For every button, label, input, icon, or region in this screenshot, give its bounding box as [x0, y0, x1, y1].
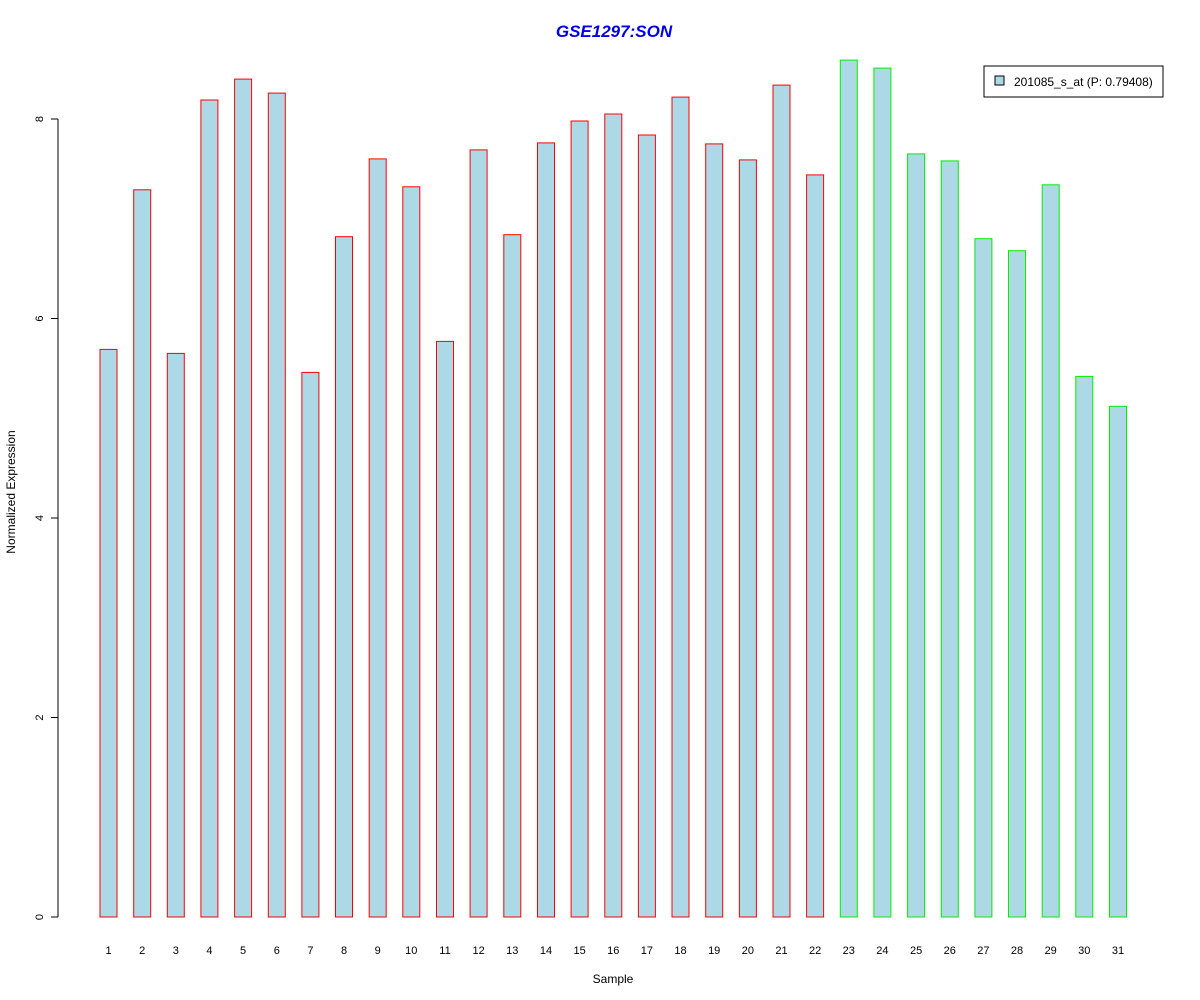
y-axis-label: Normalized Expression: [4, 430, 18, 553]
x-tick-label: 4: [206, 945, 212, 957]
legend-swatch: [994, 75, 1005, 86]
x-tick-label: 24: [876, 945, 888, 957]
bar-sample-11: [436, 340, 454, 918]
legend: 201085_s_at (P: 0.79408): [983, 65, 1164, 98]
y-tick-label: 0: [34, 914, 46, 920]
x-tick-label: 25: [910, 945, 922, 957]
x-tick-label: 5: [240, 945, 246, 957]
bar-sample-23: [839, 59, 858, 918]
x-tick-label: 17: [641, 945, 653, 957]
legend-label: 201085_s_at (P: 0.79408): [1014, 75, 1153, 89]
x-tick-label: 10: [405, 945, 417, 957]
bar-sample-25: [907, 153, 926, 918]
bar-sample-29: [1041, 184, 1060, 918]
bar-sample-1: [99, 348, 118, 918]
x-tick-labels: 1 2 3 4 5 6 7 8 9 10 11 12 13 14 15 16 17 18 19 20 21 22 23 24 2…: [105, 945, 1124, 957]
x-tick-label: 30: [1078, 945, 1090, 957]
x-tick-label: 2: [139, 945, 145, 957]
bar-sample-9: [368, 158, 387, 918]
bar-sample-5: [234, 78, 253, 918]
bar-sample-15: [570, 120, 589, 918]
chart-title: GSE1297:SON: [556, 22, 673, 41]
x-axis-label: Sample: [593, 972, 634, 986]
x-tick-label: 19: [708, 945, 720, 957]
bars: [99, 59, 1127, 918]
legend-box: [983, 65, 1164, 98]
bar-sample-19: [705, 143, 724, 918]
bar-sample-31: [1109, 405, 1127, 918]
x-tick-label: 23: [843, 945, 855, 957]
x-tick-label: 16: [607, 945, 619, 957]
bar-sample-3: [166, 352, 185, 918]
x-tick-label: 7: [307, 945, 313, 957]
y-tick-label: 4: [34, 515, 46, 521]
bar-sample-12: [469, 149, 488, 918]
x-tick-label: 20: [742, 945, 754, 957]
bar-sample-14: [537, 142, 555, 918]
x-tick-label: 1: [105, 945, 111, 957]
x-tick-label: 8: [341, 945, 347, 957]
x-tick-label: 6: [274, 945, 280, 957]
bar-sample-20: [738, 159, 757, 918]
x-tick-label: 26: [944, 945, 956, 957]
bar-sample-16: [604, 113, 623, 918]
x-tick-label: 14: [540, 945, 552, 957]
bar-sample-18: [671, 96, 690, 918]
x-tick-label: 11: [439, 945, 450, 957]
bar-sample-22: [806, 174, 825, 918]
x-tick-label: 12: [472, 945, 484, 957]
x-tick-label: 3: [173, 945, 179, 957]
bar-sample-8: [335, 236, 353, 918]
x-tick-label: 15: [573, 945, 585, 957]
x-tick-label: 31: [1112, 945, 1124, 957]
x-tick-label: 9: [375, 945, 381, 957]
bar-sample-17: [637, 134, 656, 918]
bar-sample-4: [200, 99, 219, 918]
bar-sample-6: [267, 92, 286, 918]
bar-sample-10: [402, 186, 421, 918]
bar-sample-28: [1008, 250, 1026, 918]
y-tick-label: 8: [34, 116, 46, 122]
bar-sample-24: [873, 67, 892, 918]
bar-sample-26: [940, 160, 959, 918]
x-tick-label: 18: [674, 945, 686, 957]
x-tick-label: 22: [809, 945, 821, 957]
bar-sample-7: [301, 371, 320, 918]
x-tick-label: 21: [775, 945, 787, 957]
bar-sample-30: [1075, 375, 1094, 918]
x-tick-label: 27: [977, 945, 989, 957]
y-tick-label: 6: [34, 315, 46, 321]
x-tick-label: 13: [506, 945, 518, 957]
bar-sample-21: [772, 84, 791, 918]
y-axis: 0 2 4 6 8: [34, 116, 59, 920]
bar-sample-13: [503, 234, 522, 918]
bar-sample-2: [133, 189, 152, 918]
x-tick-label: 28: [1011, 945, 1023, 957]
x-tick-label: 29: [1045, 945, 1057, 957]
bar-sample-27: [974, 238, 993, 918]
y-tick-label: 2: [34, 714, 46, 720]
